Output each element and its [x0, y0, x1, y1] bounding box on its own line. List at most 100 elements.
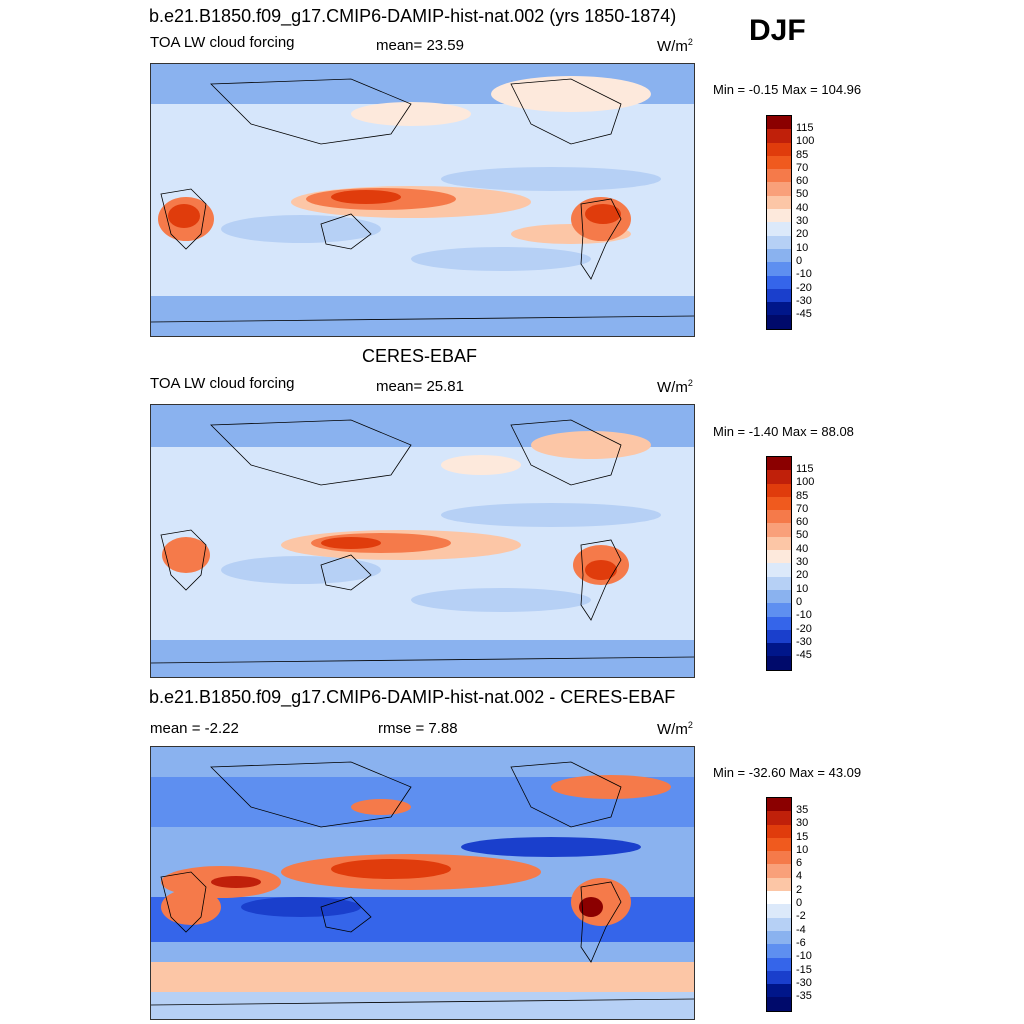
colorbar-tick: -35	[796, 990, 812, 1003]
colorbar-swatch	[767, 837, 791, 852]
panel1-colorbar-labels: 115 100 85 70 60 50 40 30 20 10 0 -10 -2…	[796, 122, 814, 321]
colorbar-swatch	[767, 155, 791, 170]
colorbar-tick: 10	[796, 241, 809, 254]
colorbar-swatch	[767, 169, 791, 183]
panel2-variable-label: TOA LW cloud forcing	[150, 375, 295, 392]
colorbar-swatch	[767, 589, 791, 604]
colorbar-swatch	[767, 275, 791, 289]
panel2-colorbar	[766, 456, 792, 671]
panel3-units: W/m2	[657, 720, 693, 738]
colorbar-swatch	[767, 984, 791, 998]
colorbar-tick: 10	[796, 843, 809, 856]
colorbar-swatch	[767, 576, 791, 590]
colorbar-swatch	[767, 315, 791, 329]
colorbar-tick: 2	[796, 883, 803, 896]
colorbar-swatch	[767, 470, 791, 484]
colorbar-tick: 115	[796, 463, 814, 475]
panel1-title: b.e21.B1850.f09_g17.CMIP6-DAMIP-hist-nat…	[149, 6, 677, 26]
colorbar-swatch	[767, 195, 791, 210]
colorbar-swatch	[767, 302, 791, 316]
panel1-units: W/m2	[657, 37, 693, 55]
colorbar-tick: 35	[796, 804, 809, 816]
panel2-map	[150, 404, 695, 678]
colorbar-swatch	[767, 182, 791, 196]
colorbar-swatch	[767, 235, 791, 249]
colorbar-tick: 15	[796, 830, 809, 843]
colorbar-tick: 30	[796, 817, 809, 830]
colorbar-swatch	[767, 851, 791, 865]
panel2-title: CERES-EBAF	[362, 346, 478, 366]
colorbar-swatch	[767, 510, 791, 524]
colorbar-tick: 70	[796, 161, 809, 174]
panel1-map	[150, 63, 695, 337]
colorbar-swatch	[767, 129, 791, 143]
colorbar-tick: 40	[796, 542, 809, 555]
colorbar-swatch	[767, 523, 791, 537]
panel2-units: W/m2	[657, 378, 693, 396]
panel1-minmax: Min = -0.15 Max = 104.96	[713, 82, 862, 97]
colorbar-tick: 0	[796, 254, 803, 267]
colorbar-swatch	[767, 957, 791, 971]
colorbar-swatch	[767, 997, 791, 1011]
colorbar-swatch	[767, 944, 791, 958]
colorbar-tick: 85	[796, 489, 809, 502]
colorbar-swatch	[767, 970, 791, 985]
colorbar-tick: 10	[796, 582, 809, 595]
colorbar-swatch	[767, 629, 791, 644]
panel1-colorbar	[766, 115, 792, 330]
colorbar-tick: 60	[796, 175, 809, 188]
colorbar-tick: -10	[796, 950, 812, 963]
panel2-minmax: Min = -1.40 Max = 88.08	[713, 424, 854, 439]
colorbar-tick: -4	[796, 923, 806, 936]
colorbar-tick: -20	[796, 281, 812, 294]
colorbar-tick: -30	[796, 976, 812, 989]
colorbar-swatch	[767, 483, 791, 497]
panel3-colorbar	[766, 797, 792, 1012]
colorbar-tick: 0	[796, 897, 803, 910]
colorbar-swatch	[767, 930, 791, 945]
colorbar-tick: -10	[796, 609, 812, 622]
colorbar-swatch	[767, 116, 791, 130]
panel3-map	[150, 746, 695, 1020]
colorbar-swatch	[767, 496, 791, 511]
colorbar-swatch	[767, 288, 791, 303]
colorbar-tick: 0	[796, 595, 803, 608]
panel3-mean: mean = -2.22	[150, 720, 239, 737]
colorbar-tick: -45	[796, 649, 812, 662]
panel1-mean: mean= 23.59	[376, 37, 464, 54]
colorbar-tick: 60	[796, 516, 809, 529]
colorbar-swatch	[767, 262, 791, 276]
season-label: DJF	[749, 14, 806, 47]
colorbar-tick: 6	[796, 857, 803, 870]
colorbar-tick: 115	[796, 122, 814, 134]
colorbar-swatch	[767, 811, 791, 825]
colorbar-tick: 70	[796, 502, 809, 515]
colorbar-swatch	[767, 891, 791, 905]
colorbar-swatch	[767, 656, 791, 670]
colorbar-tick: -30	[796, 294, 812, 307]
colorbar-tick: -10	[796, 268, 812, 281]
colorbar-swatch	[767, 550, 791, 564]
colorbar-swatch	[767, 643, 791, 657]
colorbar-swatch	[767, 209, 791, 223]
colorbar-tick: 85	[796, 148, 809, 161]
panel3-title: b.e21.B1850.f09_g17.CMIP6-DAMIP-hist-nat…	[149, 687, 676, 707]
colorbar-tick: 100	[796, 476, 815, 489]
colorbar-swatch	[767, 457, 791, 471]
panel1-variable-label: TOA LW cloud forcing	[150, 34, 295, 51]
colorbar-swatch	[767, 222, 791, 236]
colorbar-swatch	[767, 864, 791, 878]
colorbar-swatch	[767, 603, 791, 617]
colorbar-swatch	[767, 248, 791, 263]
colorbar-tick: -2	[796, 910, 806, 923]
panel3-minmax: Min = -32.60 Max = 43.09	[713, 765, 862, 780]
colorbar-swatch	[767, 824, 791, 838]
colorbar-tick: -45	[796, 308, 812, 321]
panel2-colorbar-labels: 115 100 85 70 60 50 40 30 20 10 0 -10 -2…	[796, 463, 814, 662]
colorbar-swatch	[767, 616, 791, 630]
colorbar-tick: -30	[796, 635, 812, 648]
colorbar-tick: -15	[796, 963, 812, 976]
colorbar-swatch	[767, 904, 791, 918]
colorbar-swatch	[767, 563, 791, 577]
colorbar-tick: -20	[796, 622, 812, 635]
